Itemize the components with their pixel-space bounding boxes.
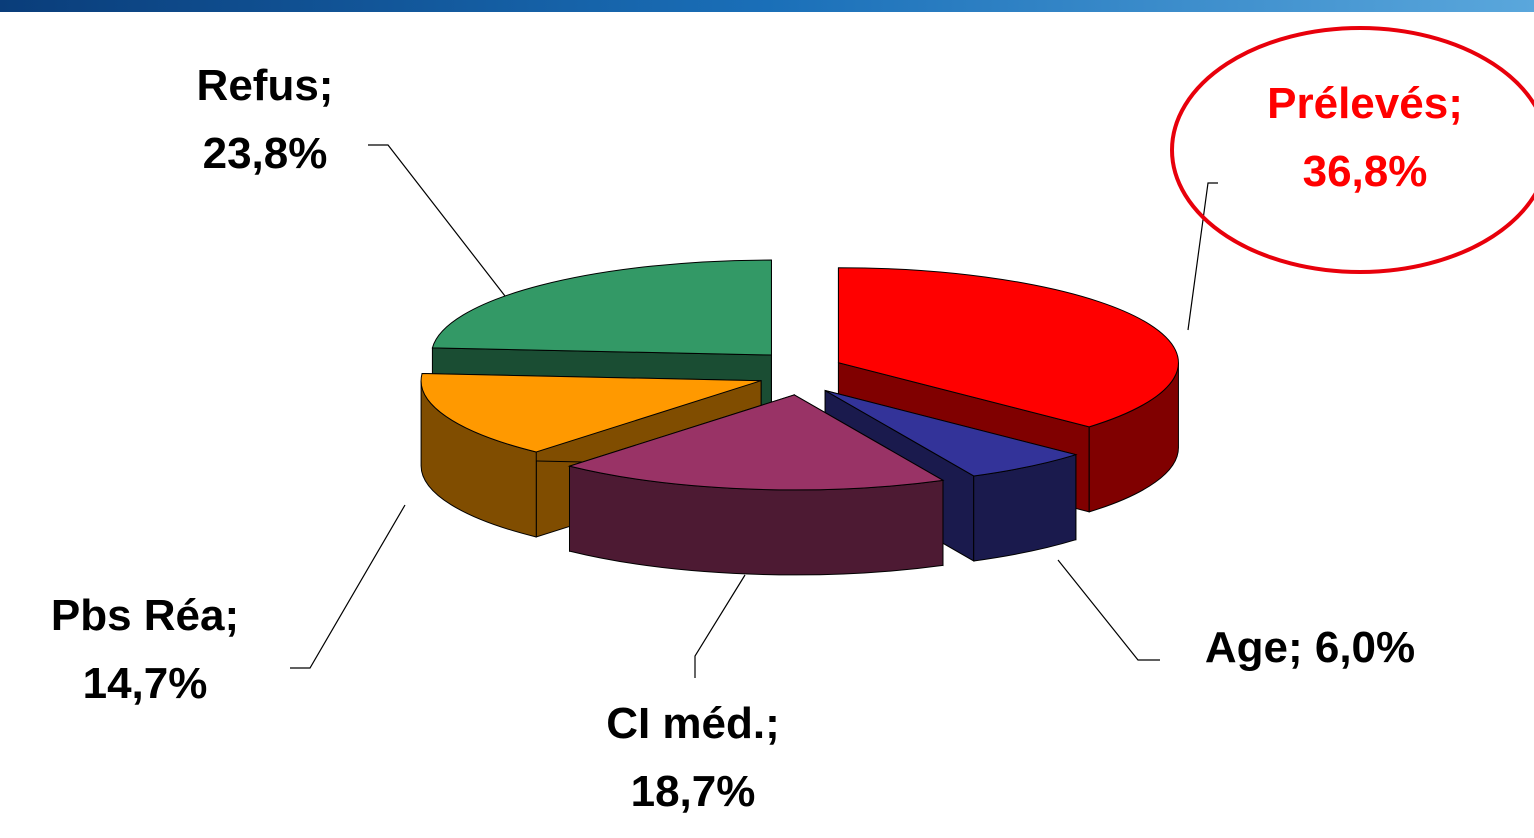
header-band <box>0 0 1534 12</box>
label-line: Prélevés; <box>1267 79 1463 128</box>
data-label: Age; 6,0% <box>1205 623 1415 672</box>
slice-top <box>837 267 1179 428</box>
label-line: 23,8% <box>203 129 328 178</box>
label-line: Refus; <box>197 61 334 110</box>
data-label: Pbs Réa; 14,7% <box>51 591 239 708</box>
slice-top <box>567 394 945 491</box>
data-label: CI méd.; 18,7% <box>606 699 780 816</box>
data-label: Refus; 23,8% <box>197 61 334 178</box>
leader-line <box>368 144 506 297</box>
label-line: 14,7% <box>83 659 208 708</box>
slice-top <box>824 390 1078 477</box>
highlight-ellipse <box>1170 26 1534 274</box>
label-line: Pbs Réa; <box>51 591 239 640</box>
slice-top <box>420 373 762 453</box>
slice <box>567 394 945 576</box>
chart: Prélevés; 36,8% Age; 6,0% CI méd.; 18,7% Pbs … <box>51 61 1463 816</box>
label-line: 36,8% <box>1303 147 1428 196</box>
leader-line <box>290 504 406 669</box>
leader-line <box>1057 559 1160 661</box>
slice-top <box>431 259 772 356</box>
label-line: CI méd.; <box>606 699 780 748</box>
leader-line <box>694 574 746 678</box>
leader-line <box>1187 182 1218 331</box>
data-label: Prélevés; 36,8% <box>1267 79 1463 196</box>
label-line: 18,7% <box>631 767 756 816</box>
